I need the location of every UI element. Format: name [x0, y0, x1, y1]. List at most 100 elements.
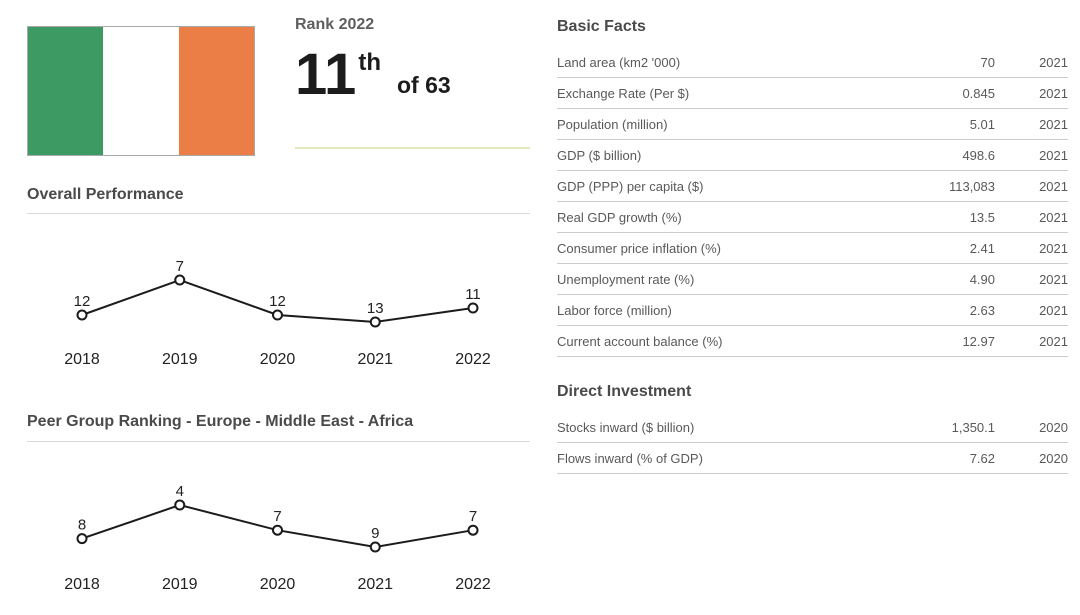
table-row: Consumer price inflation (%) 2.41 2021 [557, 233, 1068, 264]
x-axis-label: 2022 [455, 576, 491, 593]
data-point-marker [272, 524, 283, 536]
x-axis-label: 2018 [64, 351, 100, 368]
row-value: 13.5 [969, 209, 995, 225]
row-label: Flows inward (% of GDP) [557, 450, 703, 466]
data-point-label: 7 [469, 508, 477, 525]
table-row: GDP (PPP) per capita ($) 113,083 2021 [557, 171, 1068, 202]
x-axis-label: 2020 [260, 351, 296, 368]
table-row: Population (million) 5.01 2021 [557, 109, 1068, 140]
table-row: Land area (km2 '000) 70 2021 [557, 47, 1068, 78]
section-divider [27, 213, 530, 214]
row-year: 2020 [1039, 419, 1068, 435]
row-label: GDP ($ billion) [557, 147, 642, 163]
row-label: GDP (PPP) per capita ($) [557, 178, 704, 194]
x-axis-label: 2019 [162, 576, 198, 593]
row-value: 70 [980, 54, 995, 70]
row-value: 1,350.1 [951, 419, 995, 435]
row-label: Real GDP growth (%) [557, 209, 682, 225]
table-row: Stocks inward ($ billion) 1,350.1 2020 [557, 412, 1068, 443]
direct-investment-title: Direct Investment [557, 383, 692, 400]
flag-stripe-white [103, 27, 179, 155]
direct-investment-table: Stocks inward ($ billion) 1,350.1 2020 F… [557, 412, 1068, 474]
data-point-label: 13 [367, 300, 384, 317]
table-row: Current account balance (%) 12.97 2021 [557, 326, 1068, 357]
data-point-label: 9 [371, 525, 379, 542]
row-year: 2020 [1039, 450, 1068, 466]
data-point-label: 7 [176, 258, 184, 275]
row-year: 2021 [1039, 116, 1068, 132]
row-year: 2021 [1039, 147, 1068, 163]
row-label: Stocks inward ($ billion) [557, 419, 695, 435]
row-year: 2021 [1039, 85, 1068, 101]
peer-group-ranking-chart: 8 2018 4 2019 7 2020 9 2021 7 2022 [64, 483, 491, 593]
row-label: Consumer price inflation (%) [557, 240, 722, 256]
row-year: 2021 [1039, 302, 1068, 318]
table-row: Labor force (million) 2.63 2021 [557, 295, 1068, 326]
rank-line: 11 th of 63 [295, 46, 451, 104]
data-point-label: 11 [465, 286, 481, 303]
data-point-marker [272, 309, 283, 321]
rank-value: 11 [295, 42, 357, 107]
row-value: 7.62 [969, 450, 995, 466]
row-label: Current account balance (%) [557, 333, 723, 349]
table-row: Unemployment rate (%) 4.90 2021 [557, 264, 1068, 295]
row-value: 4.90 [969, 271, 995, 287]
row-value: 2.41 [969, 240, 995, 256]
row-label: Labor force (million) [557, 302, 672, 318]
row-year: 2021 [1039, 271, 1068, 287]
data-point-label: 7 [273, 508, 281, 525]
rank-ordinal-suffix: th [358, 49, 381, 76]
row-value: 12.97 [962, 333, 995, 349]
data-point-label: 8 [78, 517, 86, 534]
data-point-marker [76, 309, 88, 321]
row-year: 2021 [1039, 240, 1068, 256]
data-point-marker [369, 316, 381, 328]
row-label: Unemployment rate (%) [557, 271, 695, 287]
row-year: 2021 [1039, 178, 1068, 194]
data-point-label: 4 [176, 483, 184, 500]
table-row: Real GDP growth (%) 13.5 2021 [557, 202, 1068, 233]
row-year: 2021 [1039, 54, 1068, 70]
row-value: 5.01 [969, 116, 995, 132]
overall-performance-chart: 12 2018 7 2019 12 2020 13 2021 11 2022 [64, 258, 491, 368]
rank-year-label: Rank 2022 [295, 16, 375, 33]
data-point-marker [174, 274, 186, 286]
x-axis-label: 2019 [162, 351, 198, 368]
x-axis-label: 2021 [357, 576, 393, 593]
x-axis-label: 2022 [455, 351, 491, 368]
section-divider [27, 441, 530, 442]
ireland-flag [27, 26, 255, 156]
data-point-marker [76, 533, 88, 545]
basic-facts-title: Basic Facts [557, 18, 646, 35]
overall-performance-title: Overall Performance [27, 186, 184, 203]
rank-divider [295, 147, 530, 149]
rank-block: Rank 2022 11 th of 63 [295, 16, 451, 104]
peer-group-ranking-title: Peer Group Ranking - Europe - Middle Eas… [27, 413, 414, 430]
data-point-marker [467, 524, 479, 536]
data-point-marker [174, 499, 186, 511]
flag-stripe-orange [178, 27, 254, 155]
basic-facts-table: Land area (km2 '000) 70 2021 Exchange Ra… [557, 47, 1068, 357]
row-value: 113,083 [948, 178, 995, 194]
data-point-label: 12 [269, 293, 286, 310]
table-row: GDP ($ billion) 498.6 2021 [557, 140, 1068, 171]
row-value: 0.845 [962, 85, 995, 101]
x-axis-label: 2018 [64, 576, 100, 593]
data-point-marker [467, 302, 479, 314]
row-value: 498.6 [962, 147, 995, 163]
row-label: Land area (km2 '000) [557, 54, 681, 70]
data-point-marker [369, 541, 381, 553]
x-axis-label: 2021 [357, 351, 393, 368]
flag-stripe-green [28, 27, 104, 155]
row-label: Population (million) [557, 116, 668, 132]
x-axis-label: 2020 [260, 576, 296, 593]
data-point-label: 12 [74, 293, 91, 310]
facts-panel: Basic Facts Land area (km2 '000) 70 2021… [557, 18, 1068, 474]
row-year: 2021 [1039, 333, 1068, 349]
row-label: Exchange Rate (Per $) [557, 85, 690, 101]
table-row: Flows inward (% of GDP) 7.62 2020 [557, 443, 1068, 474]
table-row: Exchange Rate (Per $) 0.845 2021 [557, 78, 1068, 109]
row-year: 2021 [1039, 209, 1068, 225]
rank-total: of 63 [396, 72, 451, 98]
